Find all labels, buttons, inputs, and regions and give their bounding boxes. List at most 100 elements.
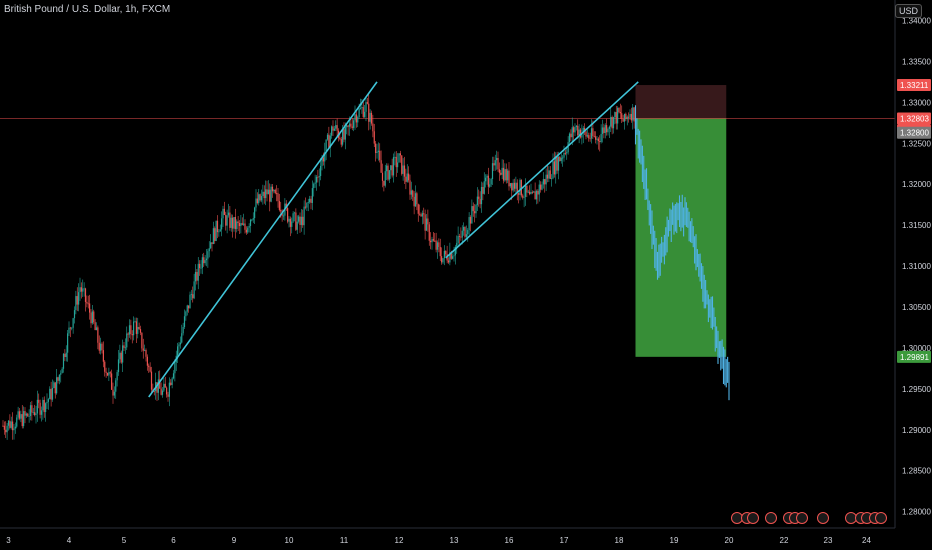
- candle-body: [436, 242, 439, 250]
- candle-body: [464, 226, 466, 237]
- candle-body: [346, 125, 348, 128]
- candle-body: [123, 345, 125, 348]
- candle-body: [362, 107, 364, 117]
- candle-body: [397, 162, 399, 168]
- candle-body: [450, 252, 452, 259]
- candle-body: [329, 135, 331, 148]
- candle-body: [420, 214, 422, 217]
- candle-body: [160, 388, 162, 395]
- candle-body: [232, 217, 234, 229]
- candle-body: [201, 257, 203, 268]
- candle-body: [112, 389, 114, 396]
- event-marker-icon[interactable]: [731, 512, 743, 524]
- candle-body: [164, 383, 166, 388]
- candle-body: [192, 294, 194, 299]
- candle-body: [303, 206, 305, 226]
- candle-body: [188, 305, 190, 309]
- candle-body: [494, 160, 496, 166]
- event-marker-icon[interactable]: [747, 512, 759, 524]
- candle-body: [138, 326, 140, 330]
- candle-body: [49, 388, 51, 400]
- candle-body: [280, 209, 282, 212]
- candle-body: [513, 182, 516, 189]
- candle-body: [359, 107, 362, 109]
- candle-body: [619, 112, 621, 114]
- candle-body: [265, 189, 267, 199]
- candle-body: [321, 157, 323, 166]
- candle-body: [69, 327, 71, 329]
- candle-body: [567, 142, 569, 153]
- candle-body: [296, 221, 298, 230]
- candle-body: [163, 383, 165, 391]
- candle-body: [577, 125, 579, 136]
- candle-body: [31, 405, 33, 413]
- candle-body: [17, 411, 19, 418]
- candle-body: [507, 170, 509, 181]
- event-markers[interactable]: [731, 512, 887, 524]
- candle-body: [255, 198, 257, 208]
- stop-loss-zone[interactable]: [635, 85, 727, 119]
- current-price-tag-text: 1.32803: [900, 114, 929, 123]
- candle-body: [370, 112, 373, 124]
- candle-body: [182, 326, 184, 334]
- candle-body: [413, 196, 415, 207]
- candle-body: [221, 218, 223, 230]
- currency-button[interactable]: USD: [894, 4, 922, 18]
- candle-body: [298, 216, 300, 222]
- candle-body: [58, 374, 60, 381]
- y-axis-ticks: 1.34000 1.33500 1.33000 1.32500 1.32000 1.315…: [902, 16, 931, 516]
- candle-body: [236, 221, 238, 229]
- candle-body: [380, 160, 382, 173]
- event-marker-icon[interactable]: [765, 512, 777, 524]
- candle-body: [29, 405, 32, 416]
- candle-body: [480, 186, 483, 205]
- candle-body: [94, 322, 96, 331]
- projection-bars: [634, 105, 730, 401]
- candle-body: [61, 368, 63, 374]
- candle-body: [190, 294, 192, 296]
- candle-body: [578, 129, 580, 136]
- candle-body: [304, 206, 307, 208]
- candle-body: [398, 153, 400, 163]
- candle-body: [579, 129, 582, 138]
- x-tick-label: 4: [67, 536, 72, 545]
- candle-body: [170, 382, 172, 385]
- candle-body: [493, 163, 495, 166]
- event-marker-icon[interactable]: [845, 512, 857, 524]
- trendlines[interactable]: [148, 81, 639, 398]
- candle-body: [522, 195, 524, 198]
- candle-body: [148, 365, 150, 368]
- candle-body: [595, 136, 597, 140]
- candle-body: [452, 256, 454, 259]
- candle-body: [278, 201, 280, 210]
- candle-body: [387, 165, 389, 180]
- candle-body: [174, 362, 176, 374]
- event-marker-icon[interactable]: [875, 512, 887, 524]
- candle-body: [386, 165, 388, 172]
- candle-body: [101, 343, 103, 351]
- event-marker-icon[interactable]: [796, 512, 808, 524]
- candle-body: [135, 321, 137, 334]
- candle-body: [491, 163, 494, 179]
- x-tick-label: 16: [505, 536, 514, 545]
- trendline-2[interactable]: [445, 81, 639, 259]
- candle-body: [608, 126, 610, 129]
- event-marker-icon[interactable]: [817, 512, 829, 524]
- entry-price-tag-text: 1.32800: [900, 129, 929, 138]
- candle-body: [449, 252, 451, 263]
- candle-body: [447, 260, 450, 263]
- candle-body: [6, 425, 8, 433]
- candle-body: [72, 318, 74, 328]
- candle-body: [251, 219, 253, 221]
- candle-body: [50, 388, 52, 400]
- candle-body: [216, 220, 219, 233]
- candle-body: [442, 258, 444, 263]
- candle-body: [566, 152, 568, 154]
- trendline-1[interactable]: [148, 81, 378, 398]
- candle-body: [487, 175, 489, 187]
- candle-body: [292, 213, 294, 222]
- candle-body: [137, 326, 139, 334]
- candle-body: [40, 410, 43, 415]
- candle-body: [523, 196, 525, 198]
